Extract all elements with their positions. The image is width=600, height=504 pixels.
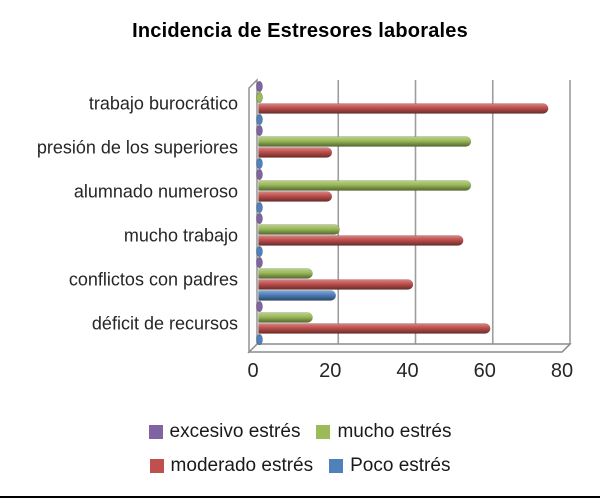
bar (258, 290, 336, 301)
legend-swatch-excesivo-estres (148, 425, 163, 439)
legend-item-moderado-estres: moderado estrés (149, 455, 314, 477)
legend-swatch-mucho-estres (316, 425, 331, 439)
tick-label: 80 (551, 360, 573, 382)
chart-legend: excesivo estrés mucho estrés moderado es… (0, 421, 600, 477)
legend-label-excesivo-estres: excesivo estrés (169, 421, 301, 442)
tick-label: 40 (396, 360, 418, 382)
legend-swatch-poco-estres (329, 459, 344, 473)
document-horizontal-rule (0, 496, 600, 498)
legend-row-1: excesivo estrés mucho estrés (148, 421, 452, 443)
category-label: conflictos con padres (69, 270, 238, 290)
legend-item-poco-estres: Poco estrés (329, 455, 450, 477)
legend-swatch-moderado-estres (149, 459, 164, 473)
category-label: mucho trabajo (124, 226, 238, 246)
category-label: alumnado numeroso (74, 182, 238, 202)
zero-stub (256, 333, 263, 345)
zero-stub (256, 114, 263, 126)
category-label: presión de los superiores (37, 138, 238, 158)
bar (258, 323, 491, 334)
tick-label: 60 (474, 360, 496, 382)
bar (258, 191, 333, 202)
zero-stub (256, 81, 263, 93)
bar (258, 147, 333, 158)
gridline (406, 80, 417, 353)
legend-label-mucho-estres: mucho estrés (337, 421, 452, 442)
zero-stub (256, 158, 263, 170)
bar (258, 235, 464, 246)
gridline (561, 80, 571, 353)
bar (258, 224, 340, 235)
gridline (484, 80, 494, 353)
legend-label-poco-estres: Poco estrés (350, 455, 451, 476)
zero-stub (256, 300, 263, 312)
bar (258, 180, 472, 191)
zero-stub (256, 169, 263, 181)
legend-item-excesivo-estres: excesivo estrés (148, 421, 301, 443)
zero-stub (256, 92, 263, 104)
zero-stub (256, 213, 263, 225)
category-label: déficit de recursos (92, 314, 238, 334)
bar (258, 279, 414, 290)
zero-stub (256, 125, 263, 137)
bar (258, 103, 549, 114)
chart-title: Incidencia de Estresores laborales (132, 20, 468, 42)
legend-label-moderado-estres: moderado estrés (170, 455, 314, 476)
bar (258, 312, 313, 323)
zero-stub (256, 202, 263, 214)
tick-label: 20 (319, 360, 341, 382)
zero-stub (256, 256, 263, 268)
gridline (329, 80, 340, 353)
category-label: trabajo burocrático (89, 94, 238, 114)
legend-row-2: moderado estrés Poco estrés (149, 455, 450, 477)
axis-floor (247, 343, 572, 353)
zero-stub (256, 246, 263, 258)
legend-item-mucho-estres: mucho estrés (316, 421, 452, 443)
bar (258, 268, 313, 279)
bar (258, 136, 472, 147)
axis-wall (248, 78, 258, 354)
tick-label: 0 (247, 360, 258, 382)
